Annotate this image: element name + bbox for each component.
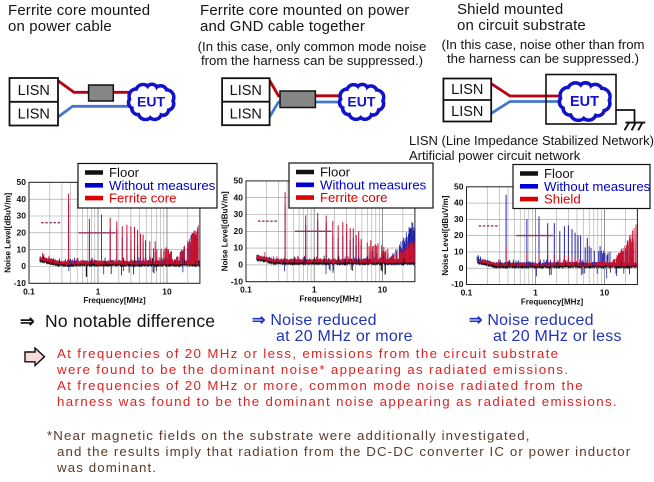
svg-text:LISN: LISN xyxy=(230,83,262,99)
svg-text:-10: -10 xyxy=(14,278,27,288)
svg-text:Floor: Floor xyxy=(544,166,575,181)
svg-text:Without measures: Without measures xyxy=(109,178,216,193)
svg-text:Without measures: Without measures xyxy=(320,177,427,192)
svg-text:40: 40 xyxy=(454,198,464,208)
svg-text:Ferrite core: Ferrite core xyxy=(320,190,387,205)
svg-text:Floor: Floor xyxy=(320,165,351,180)
svg-text:0.1: 0.1 xyxy=(461,288,473,298)
svg-text:Frequency[MHz]: Frequency[MHz] xyxy=(521,297,584,306)
svg-text:-10: -10 xyxy=(231,276,244,286)
svg-text:30: 30 xyxy=(17,211,27,221)
svg-text:LISN: LISN xyxy=(230,107,262,123)
svg-text:10: 10 xyxy=(234,243,244,253)
svg-text:1: 1 xyxy=(312,285,317,295)
svg-text:40: 40 xyxy=(234,192,244,202)
svg-text:30: 30 xyxy=(454,214,464,224)
svg-text:50: 50 xyxy=(454,181,464,191)
svg-text:0: 0 xyxy=(238,260,243,270)
svg-text:10: 10 xyxy=(378,285,388,295)
svg-text:0: 0 xyxy=(459,263,464,273)
svg-text:Ferrite core: Ferrite core xyxy=(109,191,176,206)
svg-text:1: 1 xyxy=(96,286,101,296)
svg-text:1: 1 xyxy=(533,288,538,298)
svg-text:EUT: EUT xyxy=(570,94,599,110)
svg-text:Frequency[MHz]: Frequency[MHz] xyxy=(299,295,362,304)
svg-text:EUT: EUT xyxy=(347,93,375,109)
svg-text:Floor: Floor xyxy=(109,165,140,180)
svg-text:Noise Level[dBuV/m]: Noise Level[dBuV/m] xyxy=(441,195,450,275)
svg-text:-10: -10 xyxy=(451,279,464,289)
svg-text:10: 10 xyxy=(162,286,172,296)
svg-text:0.1: 0.1 xyxy=(23,286,35,296)
svg-text:50: 50 xyxy=(234,176,244,186)
svg-text:20: 20 xyxy=(454,230,464,240)
svg-text:20: 20 xyxy=(17,227,27,237)
svg-text:LISN: LISN xyxy=(451,104,483,120)
svg-text:10: 10 xyxy=(17,244,27,254)
svg-text:10: 10 xyxy=(600,288,610,298)
svg-text:EUT: EUT xyxy=(137,93,165,109)
svg-text:Without measures: Without measures xyxy=(544,179,651,194)
svg-text:Noise Level[dBuV/m]: Noise Level[dBuV/m] xyxy=(221,191,230,271)
svg-text:Noise Level[dBuV/m]: Noise Level[dBuV/m] xyxy=(4,192,13,272)
svg-text:30: 30 xyxy=(234,209,244,219)
svg-text:Frequency[MHz]: Frequency[MHz] xyxy=(83,296,146,305)
svg-text:50: 50 xyxy=(17,177,27,187)
svg-text:LISN: LISN xyxy=(18,83,50,99)
svg-text:0: 0 xyxy=(21,261,26,271)
svg-text:10: 10 xyxy=(454,247,464,257)
svg-text:Shield: Shield xyxy=(544,192,581,207)
svg-text:LISN: LISN xyxy=(18,107,50,123)
svg-text:0.1: 0.1 xyxy=(240,285,252,295)
svg-text:LISN: LISN xyxy=(451,82,483,98)
svg-text:40: 40 xyxy=(17,194,27,204)
svg-text:20: 20 xyxy=(234,226,244,236)
